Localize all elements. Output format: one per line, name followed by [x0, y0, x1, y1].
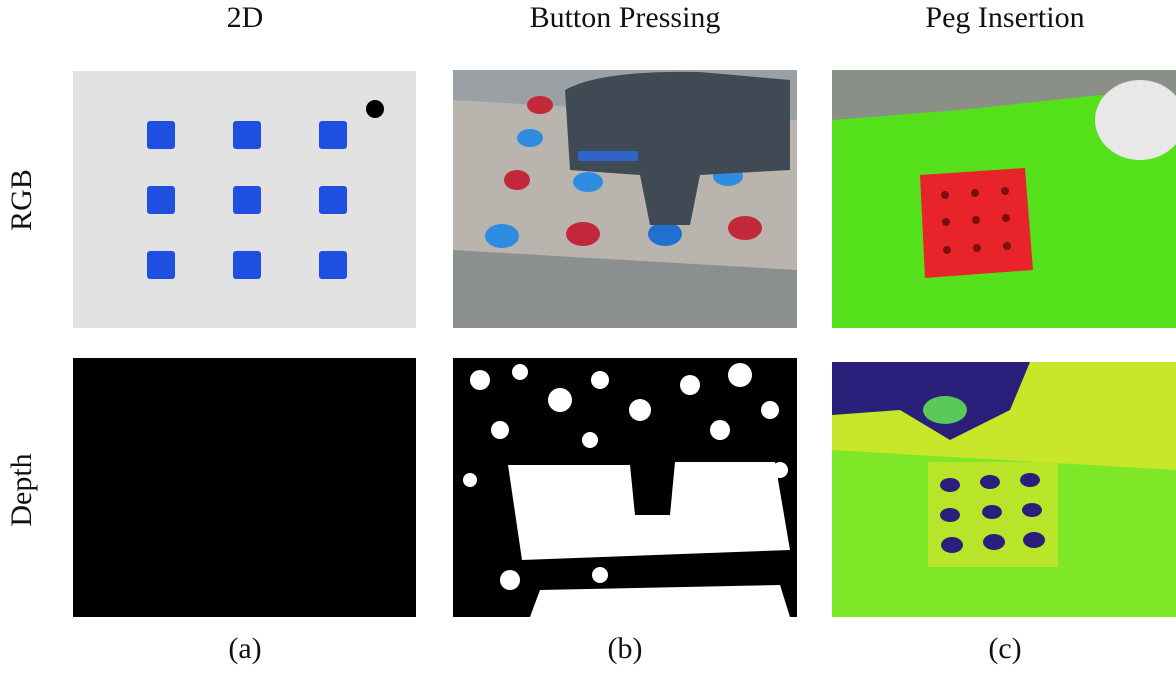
panel-2d-rgb [73, 71, 416, 328]
shape [942, 218, 950, 226]
row-label: RGB [5, 169, 38, 231]
button [517, 129, 543, 147]
target [147, 121, 175, 149]
buttons [485, 96, 762, 248]
column-title: Peg Insertion [925, 1, 1084, 34]
shape [1020, 473, 1040, 487]
panel-peg-depth [832, 362, 1176, 617]
button [485, 224, 519, 248]
button [648, 222, 682, 246]
panel-2d-depth [73, 358, 416, 617]
shape [972, 216, 980, 224]
shape [491, 421, 509, 439]
shape [512, 364, 528, 380]
shape [943, 246, 951, 254]
button [527, 96, 553, 114]
caption: (b) [608, 632, 643, 665]
panel-button-rgb [453, 70, 797, 328]
shape [1022, 503, 1042, 517]
shape [591, 371, 609, 389]
noise [463, 363, 788, 590]
panel-peg-rgb [832, 70, 1176, 328]
button [728, 216, 762, 240]
robot [832, 70, 1176, 120]
shape [728, 363, 752, 387]
column-title: 2D [227, 1, 264, 34]
shape [1023, 532, 1045, 548]
target [319, 121, 347, 149]
shape [1003, 242, 1011, 250]
target [319, 186, 347, 214]
shape [982, 505, 1002, 519]
shape [941, 191, 949, 199]
shape [973, 244, 981, 252]
target [319, 251, 347, 279]
object [1095, 80, 1176, 160]
shape [582, 432, 598, 448]
table-surface [508, 462, 790, 560]
shape [1002, 214, 1010, 222]
column-title: Button Pressing [530, 1, 721, 34]
shape [940, 508, 960, 522]
targets [147, 121, 347, 279]
target [233, 121, 261, 149]
shape [680, 375, 700, 395]
shape [470, 370, 490, 390]
holes [940, 473, 1045, 553]
shape [941, 537, 963, 553]
target [233, 251, 261, 279]
target [147, 186, 175, 214]
table-edge [453, 250, 797, 328]
shape [1001, 187, 1009, 195]
shape [592, 567, 608, 583]
robot-arm [565, 71, 790, 226]
shape [500, 570, 520, 590]
shape [629, 399, 651, 421]
row-label: Depth [5, 453, 38, 526]
caption: (a) [228, 632, 261, 665]
caption: (c) [988, 632, 1021, 665]
table-edge [530, 585, 790, 617]
button [504, 170, 530, 190]
shape [463, 473, 477, 487]
agent [366, 100, 384, 118]
shape [980, 475, 1000, 489]
panel-button-depth [453, 358, 797, 617]
target [147, 251, 175, 279]
shape [761, 401, 779, 419]
shape [983, 534, 1005, 550]
shape [971, 189, 979, 197]
target [233, 186, 261, 214]
shape [548, 388, 572, 412]
shape [940, 478, 960, 492]
shape [710, 420, 730, 440]
holes [941, 187, 1011, 254]
button [566, 222, 600, 246]
button [573, 172, 603, 192]
object-region [923, 396, 967, 424]
arm-label [578, 151, 638, 161]
